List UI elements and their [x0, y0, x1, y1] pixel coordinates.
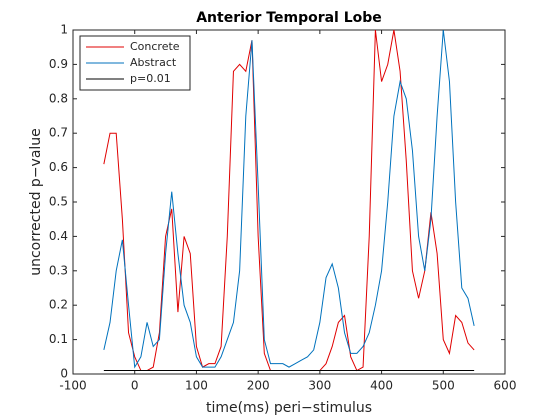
y-tick-label: 0.4	[49, 229, 68, 243]
legend-label: Abstract	[130, 56, 177, 69]
y-tick-label: 0.7	[49, 126, 68, 140]
x-tick-label: 400	[370, 379, 393, 393]
legend-label: Concrete	[130, 40, 180, 53]
y-tick-label: 0.1	[49, 332, 68, 346]
chart-title: Anterior Temporal Lobe	[196, 10, 382, 26]
y-tick-label: 0.8	[49, 91, 68, 105]
x-tick-label: 300	[308, 379, 331, 393]
x-tick-label: -100	[59, 379, 86, 393]
y-tick-label: 0.2	[49, 298, 68, 312]
y-tick-label: 0.5	[49, 195, 68, 209]
y-tick-label: 0.3	[49, 263, 68, 277]
line-series	[103, 29, 475, 369]
x-axis-label: time(ms) peri−stimulus	[206, 400, 372, 416]
legend-label: p=0.01	[130, 72, 171, 85]
y-axis-label: uncorrected p−value	[28, 128, 44, 276]
x-tick-label: 600	[494, 379, 517, 393]
y-tick-label: 0	[60, 367, 68, 381]
y-tick-label: 0.9	[49, 57, 68, 71]
x-tick-label: 500	[432, 379, 455, 393]
x-tick-label: 100	[185, 379, 208, 393]
x-tick-label: 200	[247, 379, 270, 393]
x-tick-label: 0	[131, 379, 139, 393]
y-tick-label: 1	[60, 23, 68, 37]
y-tick-label: 0.6	[49, 160, 68, 174]
